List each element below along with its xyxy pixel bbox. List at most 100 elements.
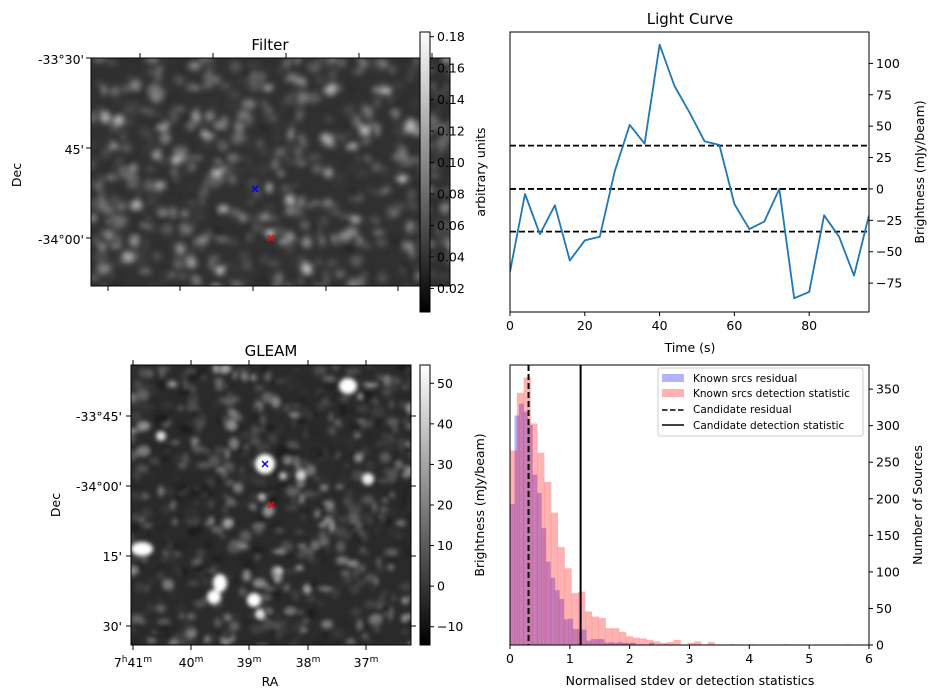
legend-swatch-detection	[662, 389, 684, 397]
residual-histogram-bar	[590, 639, 596, 645]
light-curve-ytick-label: 0	[876, 181, 884, 196]
light-curve-xtick-label: 80	[801, 318, 817, 333]
residual-histogram-bar	[622, 642, 627, 645]
residual-histogram-bar	[617, 642, 623, 645]
gleam-colorbar-ticks: 50 40 30 20 10 0 −10	[430, 376, 463, 634]
filter-colorbar: 0.02 0.04 0.06 0.08 0.10 0.12 0.14 0.16 0.18 arb…	[419, 29, 488, 313]
gleam-xtick-label: 37m	[354, 655, 379, 670]
filter-colorbar-tick-label: 0.04	[437, 249, 465, 264]
legend-label: Known srcs residual	[693, 373, 797, 385]
gleam-panel: GLEAM -33°45' -34°00' 15' 30' 7h41m 40m 39…	[48, 342, 487, 689]
gleam-source-blob	[275, 567, 283, 575]
filter-colorbar-label: arbitrary units	[473, 127, 488, 216]
residual-histogram-bar	[545, 561, 551, 645]
detection-histogram-bar	[523, 377, 531, 645]
detection-histogram-bar	[564, 568, 572, 645]
gleam-candidate-marker	[267, 501, 275, 509]
residual-histogram-bar	[541, 528, 547, 645]
detection-histogram-bar	[646, 639, 654, 645]
legend-label: Known srcs detection statistic	[693, 388, 850, 400]
gleam-source-blob	[207, 590, 221, 604]
residual-histogram-bar	[581, 629, 587, 645]
histogram-ytick-label: 200	[876, 491, 900, 506]
histogram-ytick-label: 250	[876, 455, 900, 470]
gleam-xtick-label: 40m	[179, 655, 204, 670]
legend-frame	[657, 367, 864, 437]
histogram-xtick-label: 4	[745, 651, 753, 666]
detection-histogram-bar	[673, 639, 681, 645]
filter-colorbar-tick-label: 0.14	[437, 92, 465, 107]
detection-histogram-bar	[625, 636, 634, 645]
filter-image	[91, 58, 450, 286]
filter-colorbar-tick-label: 0.12	[437, 124, 465, 139]
light-curve-ytick-label: 50	[876, 119, 892, 134]
light-curve-plot	[510, 43, 869, 300]
gleam-colorbar-tick-label: 20	[437, 498, 453, 513]
residual-histogram-bar	[510, 503, 515, 645]
light-curve-panel: Light Curve 0 20 40 60 80 100 75 50 25 0 −25 −50 −75…	[506, 10, 927, 355]
histogram-xlabel: Normalised stdev or detection statistics	[566, 673, 815, 688]
filter-colorbar-tick-label: 0.06	[437, 218, 465, 233]
histogram-ytick-label: 150	[876, 528, 900, 543]
gleam-source-blob	[255, 609, 265, 619]
detection-histogram-bar	[687, 642, 695, 645]
filter-title: Filter	[251, 36, 289, 54]
residual-histogram-bar	[514, 415, 520, 645]
residual-histogram-bar	[568, 618, 574, 645]
detection-histogram-bar	[591, 616, 599, 645]
gleam-xlabel: RA	[262, 674, 279, 689]
gleam-source-blob	[339, 378, 357, 394]
detection-histogram-bar	[550, 512, 559, 645]
light-curve-title: Light Curve	[647, 10, 733, 28]
detection-histogram-bar	[605, 628, 613, 645]
histogram-ytick-label: 350	[876, 382, 900, 397]
gleam-ylabel: Dec	[48, 493, 63, 517]
light-curve-xtick-label: 20	[577, 318, 593, 333]
gleam-source-blob	[213, 574, 227, 592]
gleam-source-blob	[156, 431, 166, 441]
filter-panel: Filter -33°30' 45' -34°00' Dec 0.02 0.04 0…	[9, 29, 488, 313]
gleam-colorbar-gradient	[419, 364, 431, 646]
residual-histogram-bar	[536, 492, 542, 645]
gleam-ytick-label: 15'	[103, 549, 122, 564]
residual-histogram-bar	[554, 590, 560, 645]
gleam-ytick-label: 30'	[103, 619, 122, 634]
detection-histogram-bar	[571, 593, 579, 645]
filter-ytick-label: 45'	[65, 142, 84, 157]
detection-histogram-bar	[639, 638, 647, 645]
filter-colorbar-tick-label: 0.08	[437, 187, 465, 202]
gleam-colorbar-tick-label: 30	[437, 457, 453, 472]
gleam-colorbar-tick-label: 50	[437, 376, 453, 391]
legend-swatch-residual	[662, 374, 684, 382]
histogram-ytick-label: 300	[876, 418, 900, 433]
gleam-ticks	[126, 360, 416, 650]
filter-ylabel: Dec	[9, 163, 24, 187]
histogram-xtick-label: 5	[805, 651, 813, 666]
filter-colorbar-gradient	[419, 31, 431, 313]
gleam-source-blob	[362, 473, 374, 485]
histogram-plot	[510, 365, 852, 645]
light-curve-xtick-label: 0	[506, 318, 514, 333]
gleam-title: GLEAM	[245, 342, 298, 360]
detection-histogram-bar	[598, 617, 606, 645]
filter-known-source-marker	[251, 185, 259, 193]
gleam-colorbar-tick-label: 0	[437, 579, 445, 594]
histogram-xtick-label: 6	[865, 651, 873, 666]
residual-histogram-bar	[604, 642, 610, 645]
filter-ytick-labels: -33°30' 45' -34°00'	[38, 52, 84, 247]
light-curve-frame	[509, 31, 870, 313]
light-curve-ytick-label: −50	[876, 244, 902, 259]
light-curve-ylabel: Brightness (mJy/beam)	[912, 100, 927, 243]
residual-histogram-bar	[613, 642, 618, 645]
gleam-source-blob	[131, 542, 153, 556]
histogram-ylabel: Number of Sources	[910, 445, 925, 565]
filter-frame	[90, 57, 451, 287]
gleam-frame	[130, 364, 412, 646]
detection-histogram-bar	[612, 628, 620, 645]
gleam-known-source-marker	[261, 460, 269, 468]
residual-histogram-bar	[523, 411, 529, 645]
detection-histogram-bar	[530, 423, 538, 645]
residual-histogram-bar	[649, 642, 654, 645]
filter-colorbar-tick-label: 0.02	[437, 281, 465, 296]
filter-colorbar-tick-label: 0.16	[437, 61, 465, 76]
